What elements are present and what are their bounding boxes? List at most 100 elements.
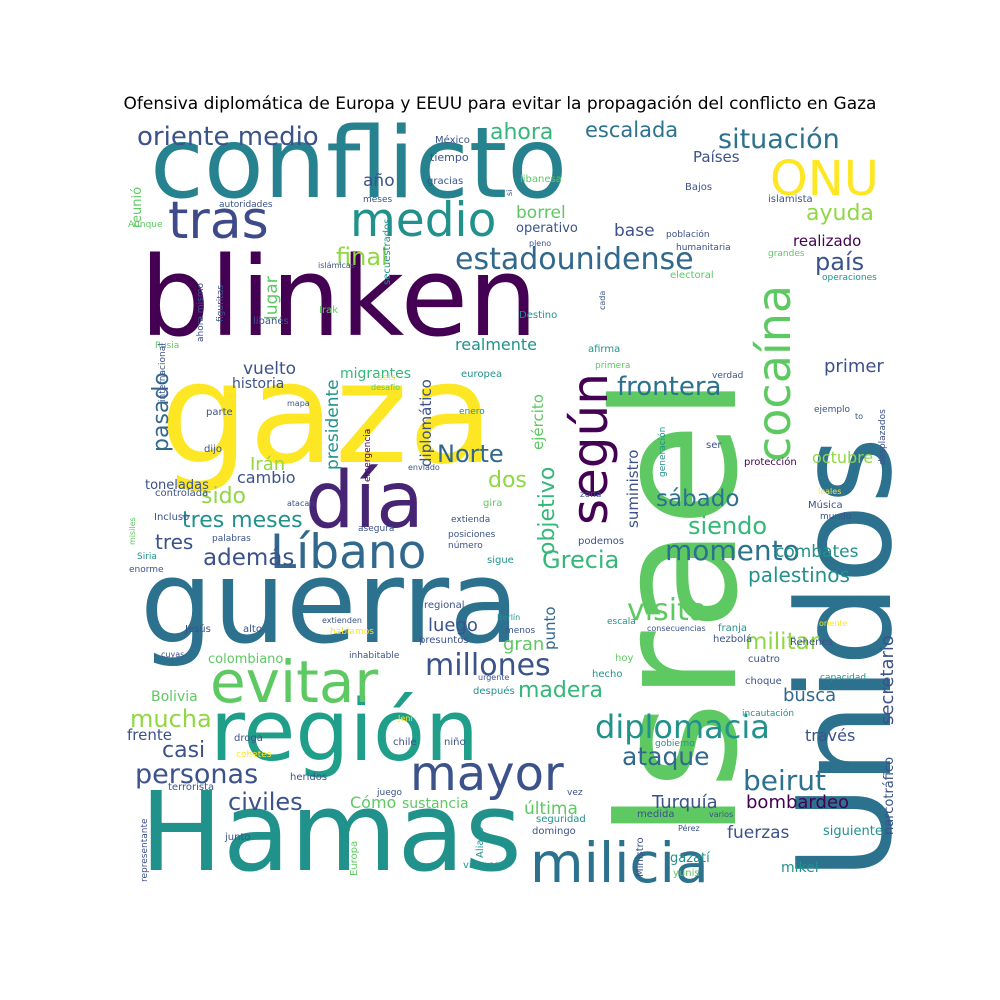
word-menos: menos xyxy=(505,626,536,636)
word-estadounidense: estadounidense xyxy=(455,242,694,277)
word-tres: tres xyxy=(155,530,193,554)
word-meses: meses xyxy=(363,195,393,205)
word-casi: casi xyxy=(162,738,205,763)
word-sido: sido xyxy=(201,484,246,509)
word-terrorista: terrorista xyxy=(168,782,214,793)
word-sustancia: sustancia xyxy=(402,796,469,812)
word-perez: Pérez xyxy=(678,823,700,833)
word-vez: vez xyxy=(567,788,583,798)
word-chile: chile xyxy=(393,737,417,748)
word-sabado: sábado xyxy=(656,486,739,512)
word-to: to xyxy=(855,412,863,421)
word-ahora: ahora xyxy=(490,120,553,145)
word-octubre: octubre xyxy=(812,448,873,467)
word-operativo: operativo xyxy=(516,221,578,236)
word-ahora-mismo: ahora mismo xyxy=(196,282,206,342)
word-jeni: Jeni xyxy=(397,714,413,723)
word-israel: Israel xyxy=(578,375,776,840)
word-ademas: además xyxy=(203,545,294,571)
word-migrantes: migrantes xyxy=(340,366,411,382)
word-beirut: beirut xyxy=(743,764,826,797)
word-sigue: sigue xyxy=(487,555,514,566)
word-oriente: oriente xyxy=(819,619,848,628)
word-diplomacia: diplomacia xyxy=(595,708,770,746)
word-posiciones: posiciones xyxy=(448,530,496,540)
word-pais: país xyxy=(815,248,864,276)
word-diplomatico: diplomático xyxy=(417,379,435,467)
word-iran: Irán xyxy=(250,454,285,475)
word-yunis: yunis xyxy=(673,868,700,879)
word-primera: primera xyxy=(595,361,630,371)
word-urgente: urgente xyxy=(478,673,509,682)
word-podemos: podemos xyxy=(578,536,624,547)
word-bombardeo: bombardeo xyxy=(746,792,849,813)
word-enorme: enorme xyxy=(129,565,164,575)
word-dijo: dijo xyxy=(204,444,222,455)
word-hecho: hecho xyxy=(592,669,622,680)
word-cada: cada xyxy=(598,291,607,310)
word-europa: Europa xyxy=(349,841,360,876)
word-rehenes: Rehenes xyxy=(790,637,833,648)
word-realizado: realizado xyxy=(793,232,861,250)
word-humanitaria: humanitaria xyxy=(676,243,731,253)
word-lugar: lugar xyxy=(262,276,282,320)
word-ataque: ataque xyxy=(622,742,710,771)
word-personas: personas xyxy=(135,759,258,790)
word-leales: leales xyxy=(818,487,841,496)
word-electoral: electoral xyxy=(670,270,714,281)
word-franja: franja xyxy=(718,623,747,634)
word-palabras: palabras xyxy=(212,534,251,544)
word-dos: dos xyxy=(488,468,527,493)
word-generacion: generación xyxy=(657,427,668,477)
word-ejercito: ejército xyxy=(529,394,547,450)
word-gazati: gazatí xyxy=(670,851,710,866)
word-realmente: realmente xyxy=(455,335,537,354)
word-nino: niño xyxy=(444,737,466,748)
word-guerra: guerra xyxy=(140,536,520,670)
word-situacion: situación xyxy=(718,124,840,155)
word-regional: regional xyxy=(424,600,465,611)
word-cuatro: cuatro xyxy=(748,654,780,665)
word-mexico: México xyxy=(435,134,470,146)
word-reunio: reunió xyxy=(130,187,145,228)
word-controlada: controlada xyxy=(155,488,208,499)
word-desafio: desafío xyxy=(371,383,400,392)
word-ano: año xyxy=(363,171,395,191)
word-poblacion: población xyxy=(666,229,710,240)
word-libanes: libanés xyxy=(253,315,289,327)
word-misiles: misiles xyxy=(128,517,137,545)
word-vuelto: vuelto xyxy=(243,359,296,379)
word-incluso: Incluso xyxy=(154,512,189,523)
word-ser: ser xyxy=(706,440,722,451)
word-fuerzas: fuerzas xyxy=(727,823,790,843)
word-libanesa: libanesa xyxy=(520,174,562,185)
word-proteccion: protección xyxy=(744,456,797,468)
word-domingo: domingo xyxy=(532,826,576,837)
word-si: si xyxy=(505,190,514,196)
word-hamas: Hamas xyxy=(140,768,522,890)
word-militar: militar xyxy=(745,629,820,655)
word-segun: según xyxy=(561,373,619,525)
word-gaza: gaza xyxy=(160,333,494,496)
word-historia: historia xyxy=(232,376,284,392)
word-narcotrafico: narcotráfico xyxy=(882,757,897,835)
word-despues: después xyxy=(473,685,515,697)
word-luego: luego xyxy=(428,615,478,636)
word-gran: gran xyxy=(503,634,544,655)
word-asegura: asegura xyxy=(358,524,394,534)
word-mikel: mikel xyxy=(781,860,819,876)
word-rusia: Rusia xyxy=(155,341,179,351)
word-parte: parte xyxy=(206,407,233,418)
word-inhabitable: inhabitable xyxy=(349,651,400,661)
word-cloud: conflicto Israel blinken gaza Unidos guerra Ha… xyxy=(125,120,900,890)
word-atacan: atacan xyxy=(287,499,314,508)
word-gobierno: gobierno xyxy=(655,739,695,749)
word-civiles: civiles xyxy=(228,788,303,816)
word-objetivo: objetivo xyxy=(535,467,560,555)
word-ayuda: ayuda xyxy=(806,201,874,226)
word-cohetes: cohetes xyxy=(236,750,272,760)
word-bolivia: Bolivia xyxy=(151,689,198,705)
word-mucha: mucha xyxy=(130,705,212,733)
word-evitar: evitar xyxy=(210,648,378,716)
word-momento: momento xyxy=(665,534,800,567)
